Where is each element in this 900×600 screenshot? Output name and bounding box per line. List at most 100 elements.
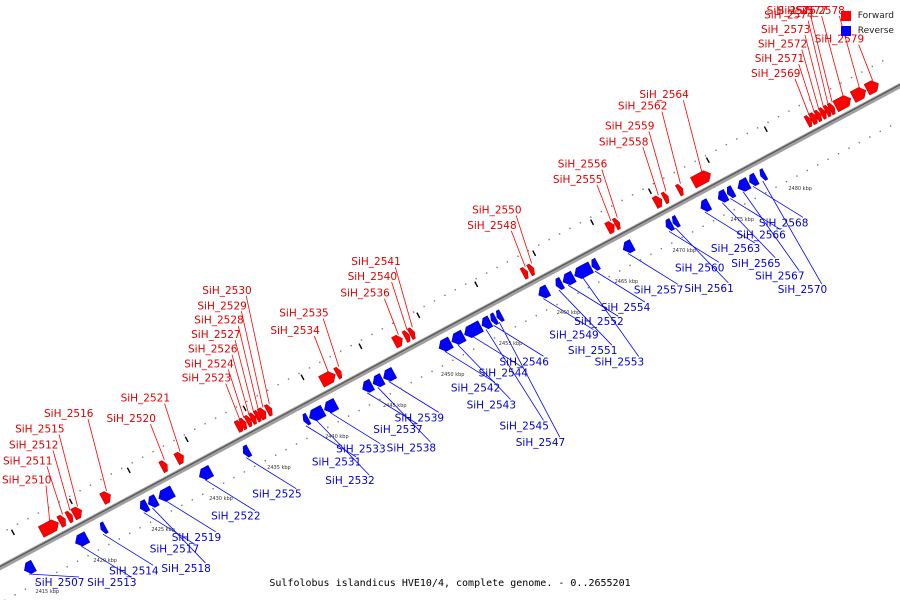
gene-label: SiH_2564 bbox=[639, 89, 689, 101]
forward-gene-sih-2526[interactable] bbox=[243, 414, 254, 428]
forward-gene-sih-2564[interactable] bbox=[690, 168, 713, 189]
forward-gene-sih-2530[interactable] bbox=[263, 403, 274, 417]
gene-callout-line bbox=[582, 277, 639, 357]
forward-guide-dot bbox=[371, 333, 373, 336]
reverse-gene-sih-2563[interactable] bbox=[698, 198, 713, 214]
forward-gene-sih-2540[interactable] bbox=[401, 329, 412, 343]
gene-label: SiH_2571 bbox=[755, 53, 804, 65]
forward-gene-sih-2569[interactable] bbox=[803, 114, 814, 128]
reverse-gene-sih-2518[interactable] bbox=[146, 494, 160, 509]
forward-gene-sih-2534[interactable] bbox=[318, 369, 339, 388]
forward-gene-sih-2516[interactable] bbox=[99, 490, 114, 505]
forward-gene-sih-2529[interactable] bbox=[256, 406, 268, 421]
reverse-gene-sih-2542[interactable] bbox=[436, 336, 454, 354]
reverse-guide-dot bbox=[483, 342, 485, 345]
reverse-gene-sih-2533[interactable] bbox=[322, 397, 340, 415]
reverse-gene-sih-2552[interactable] bbox=[560, 270, 577, 287]
gene-label: SiH_2532 bbox=[325, 475, 374, 487]
reverse-gene-sih-2547[interactable] bbox=[494, 309, 505, 323]
forward-gene-sih-2577[interactable] bbox=[832, 93, 854, 113]
forward-gene-sih-2528[interactable] bbox=[252, 409, 263, 423]
forward-gene-sih-2550[interactable] bbox=[526, 263, 537, 277]
reverse-gene-sih-2538[interactable] bbox=[370, 373, 386, 390]
reverse-gene-sih-2553[interactable] bbox=[572, 261, 594, 281]
reverse-gene-sih-2554[interactable] bbox=[589, 257, 601, 272]
reverse-gene-sih-2565[interactable] bbox=[715, 189, 730, 204]
reverse-gene-sih-2519[interactable] bbox=[156, 485, 176, 504]
reverse-gene-sih-2557[interactable] bbox=[620, 239, 636, 256]
gene-callout-line bbox=[394, 267, 413, 328]
reverse-gene-sih-2560[interactable] bbox=[663, 218, 676, 232]
reverse-gene-sih-2544[interactable] bbox=[462, 320, 484, 340]
forward-gene-sih-2521[interactable] bbox=[173, 450, 187, 466]
forward-gene-sih-2512[interactable] bbox=[64, 510, 75, 524]
forward-gene-sih-2555[interactable] bbox=[604, 220, 618, 235]
forward-guide-dot bbox=[89, 484, 92, 486]
forward-guide-dot bbox=[579, 222, 582, 224]
forward-gene-sih-2536[interactable] bbox=[391, 333, 406, 349]
reverse-gene-sih-2566[interactable] bbox=[725, 185, 737, 200]
reverse-gene-sih-2546[interactable] bbox=[488, 312, 499, 326]
forward-gene-sih-2574[interactable] bbox=[822, 104, 833, 118]
reverse-gene-sih-2525[interactable] bbox=[240, 444, 253, 459]
reverse-gene-sih-2561[interactable] bbox=[670, 215, 681, 228]
forward-gene-sih-2579[interactable] bbox=[863, 78, 881, 96]
forward-guide-dot bbox=[454, 289, 457, 291]
reverse-gene-sih-2570[interactable] bbox=[758, 168, 769, 182]
reverse-gene-sih-2551[interactable] bbox=[553, 277, 565, 291]
gene-label: SiH_2531 bbox=[312, 457, 361, 469]
forward-gene-sih-2510[interactable] bbox=[37, 517, 61, 538]
reverse-gene-sih-2513[interactable] bbox=[73, 531, 91, 549]
forward-gene-sih-2556[interactable] bbox=[611, 217, 622, 231]
forward-guide-dot bbox=[350, 344, 352, 347]
reverse-gene-sih-2517[interactable] bbox=[137, 499, 151, 513]
reverse-gene-sih-2543[interactable] bbox=[449, 329, 467, 347]
reverse-gene-sih-2545[interactable] bbox=[479, 315, 494, 331]
reverse-gene-sih-2532[interactable] bbox=[307, 404, 327, 423]
reverse-gene-sih-2568[interactable] bbox=[747, 172, 760, 187]
forward-gene-sih-2548[interactable] bbox=[519, 266, 530, 280]
reverse-gene-sih-2531[interactable] bbox=[301, 412, 312, 426]
reverse-guide-dot bbox=[712, 220, 715, 222]
forward-gene-sih-2559[interactable] bbox=[660, 191, 671, 205]
forward-gene-sih-2572[interactable] bbox=[813, 109, 824, 123]
reverse-guide-dot bbox=[14, 594, 16, 596]
forward-gene-sih-2562[interactable] bbox=[675, 183, 685, 197]
forward-gene-sih-2524[interactable] bbox=[238, 417, 249, 431]
reverse-guide-dot bbox=[493, 337, 496, 339]
gene-label: SiH_2543 bbox=[467, 399, 516, 411]
gene-label: SiH_2526 bbox=[188, 344, 238, 356]
forward-guide-dot bbox=[829, 88, 832, 90]
forward-guide-dot bbox=[173, 439, 175, 442]
scale-tick-label: 2440 kbp bbox=[325, 434, 349, 440]
forward-gene-sih-2520[interactable] bbox=[158, 459, 170, 474]
reverse-gene-sih-2567[interactable] bbox=[735, 177, 752, 194]
forward-guide-dot bbox=[767, 121, 769, 124]
scale-tick-label: 2455 kbp bbox=[499, 341, 523, 347]
forward-gene-sih-2515[interactable] bbox=[70, 505, 85, 521]
gene-callout-line bbox=[457, 344, 511, 400]
forward-gene-sih-2575[interactable] bbox=[826, 102, 837, 116]
reverse-gene-sih-2514[interactable] bbox=[98, 521, 109, 535]
gene-callout-line bbox=[648, 131, 667, 192]
forward-gene-sih-2558[interactable] bbox=[651, 194, 665, 209]
reverse-gene-sih-2549[interactable] bbox=[536, 284, 552, 301]
reverse-guide-dot bbox=[837, 153, 840, 155]
gene-label: SiH_2530 bbox=[202, 285, 251, 297]
reverse-gene-sih-2507[interactable] bbox=[22, 559, 37, 576]
reverse-gene-sih-2537[interactable] bbox=[360, 378, 376, 395]
forward-gene-sih-2511[interactable] bbox=[56, 514, 68, 528]
forward-gene-sih-2571[interactable] bbox=[808, 111, 819, 126]
forward-gene-sih-2527[interactable] bbox=[248, 412, 259, 426]
forward-gene-sih-2541[interactable] bbox=[406, 327, 417, 341]
reverse-guide-dot bbox=[295, 443, 298, 445]
reverse-gene-sih-2522[interactable] bbox=[196, 464, 215, 482]
forward-gene-sih-2535[interactable] bbox=[333, 366, 344, 380]
forward-guide-dot bbox=[558, 233, 561, 235]
forward-gene-sih-2578[interactable] bbox=[849, 85, 868, 103]
gene-label: SiH_2554 bbox=[601, 302, 651, 314]
reverse-gene-sih-2539[interactable] bbox=[381, 366, 398, 383]
gene-label: SiH_2517 bbox=[150, 544, 199, 556]
forward-gene-sih-2573[interactable] bbox=[818, 107, 828, 120]
